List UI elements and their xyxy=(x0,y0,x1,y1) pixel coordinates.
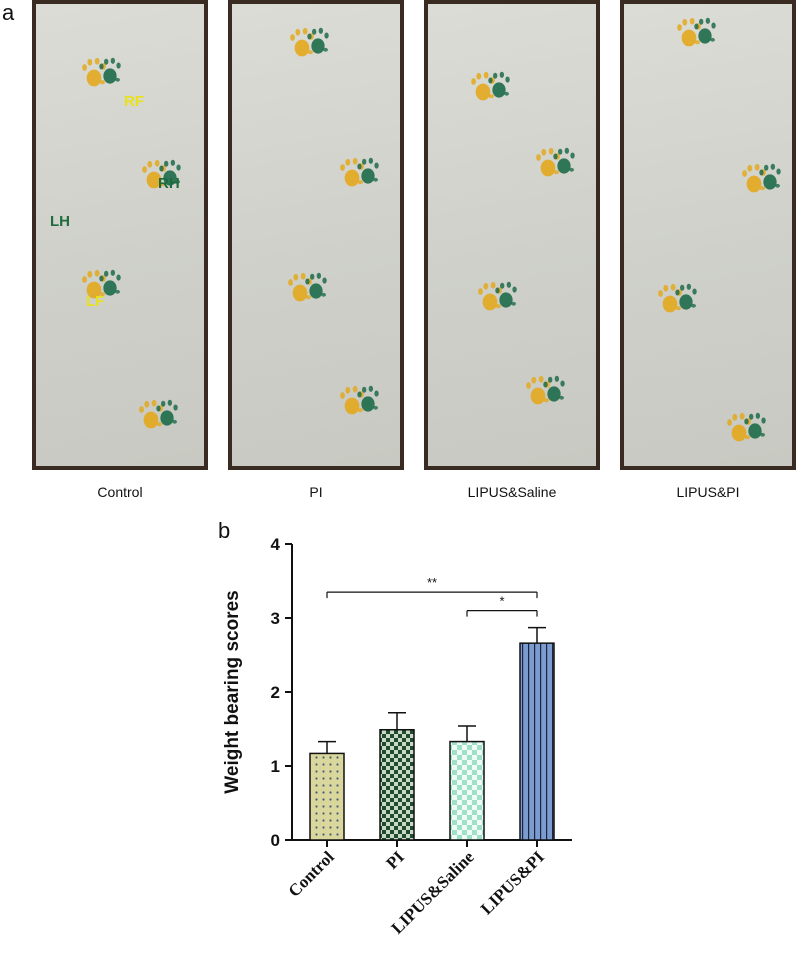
fore-paw-print xyxy=(340,157,364,187)
significance-bracket: * xyxy=(466,594,538,617)
hind-paw-print xyxy=(307,27,329,54)
hind-paw-print xyxy=(675,283,697,310)
y-axis-label: Weight bearing scores xyxy=(222,590,243,793)
hind-paw-print xyxy=(744,412,766,439)
footprint-photo-pi xyxy=(228,0,404,470)
x-tick-label: PI xyxy=(382,847,408,873)
hind-paw-print xyxy=(543,375,565,402)
fore-paw-print xyxy=(478,281,502,311)
x-tick-label: LIPUS&PI xyxy=(477,847,548,918)
y-tick-label: 1 xyxy=(271,757,280,776)
fore-paw-print xyxy=(727,412,751,442)
fore-paw-print xyxy=(288,272,312,302)
bar-lipus-saline xyxy=(449,740,485,841)
fore-paw-print xyxy=(82,57,106,87)
significance-label: * xyxy=(499,594,504,609)
y-axis: 0 1 2 3 4 xyxy=(271,535,293,850)
panel-a-label: a xyxy=(2,0,15,25)
x-tick-label: Control xyxy=(285,847,338,900)
hind-paw-print xyxy=(488,71,510,98)
hind-paw-print xyxy=(156,399,178,426)
footprint-prints-control: RF RH LH LF xyxy=(50,57,181,429)
footprint-prints-lipus-pi xyxy=(658,17,781,442)
fore-paw-print xyxy=(290,27,314,57)
y-tick-label: 3 xyxy=(271,609,280,628)
paw-label-rh: RH xyxy=(158,175,180,192)
paw-label-lf: LF xyxy=(86,293,104,310)
hind-paw-print xyxy=(305,272,327,299)
caption-lipus-saline: LIPUS&Saline xyxy=(467,484,557,500)
fore-paw-print xyxy=(526,375,550,405)
bar-pi xyxy=(379,728,415,841)
y-tick-label: 0 xyxy=(271,831,280,850)
hind-paw-print xyxy=(759,163,781,190)
y-tick-label: 4 xyxy=(271,535,281,554)
footprint-photo-lipus-saline xyxy=(424,0,600,470)
significance-label: ** xyxy=(427,575,437,590)
caption-pi: PI xyxy=(309,484,323,500)
hind-paw-print xyxy=(99,57,121,84)
footprint-photo-lipus-pi xyxy=(620,0,796,470)
caption-control: Control xyxy=(97,484,143,500)
fore-paw-print xyxy=(139,399,163,429)
fore-paw-print xyxy=(677,17,701,47)
hind-paw-print xyxy=(495,281,517,308)
fore-paw-print xyxy=(742,163,766,193)
paw-label-rf: RF xyxy=(124,93,144,110)
panel-b-label: b xyxy=(218,518,231,543)
hind-paw-print xyxy=(99,269,121,296)
bar-control xyxy=(309,752,345,841)
hind-paw-print xyxy=(357,157,379,184)
caption-lipus-pi: LIPUS&PI xyxy=(676,484,740,500)
footprint-prints-lipus-saline xyxy=(471,71,575,405)
paw-label-lh: LH xyxy=(50,213,70,230)
significance-bracket: ** xyxy=(326,575,538,599)
fore-paw-print xyxy=(340,385,364,415)
footprint-prints-pi xyxy=(288,27,379,415)
footprint-photo-control: RF RH LH LF xyxy=(32,0,208,470)
hind-paw-print xyxy=(159,159,181,186)
hind-paw-print xyxy=(357,385,379,412)
fore-paw-print xyxy=(142,159,166,189)
fore-paw-print xyxy=(536,147,560,177)
bar-lipus-pi xyxy=(519,642,555,841)
hind-paw-print xyxy=(694,17,716,44)
fore-paw-print xyxy=(658,283,682,313)
y-tick-label: 2 xyxy=(271,683,280,702)
hind-paw-print xyxy=(553,147,575,174)
fore-paw-print xyxy=(471,71,495,101)
